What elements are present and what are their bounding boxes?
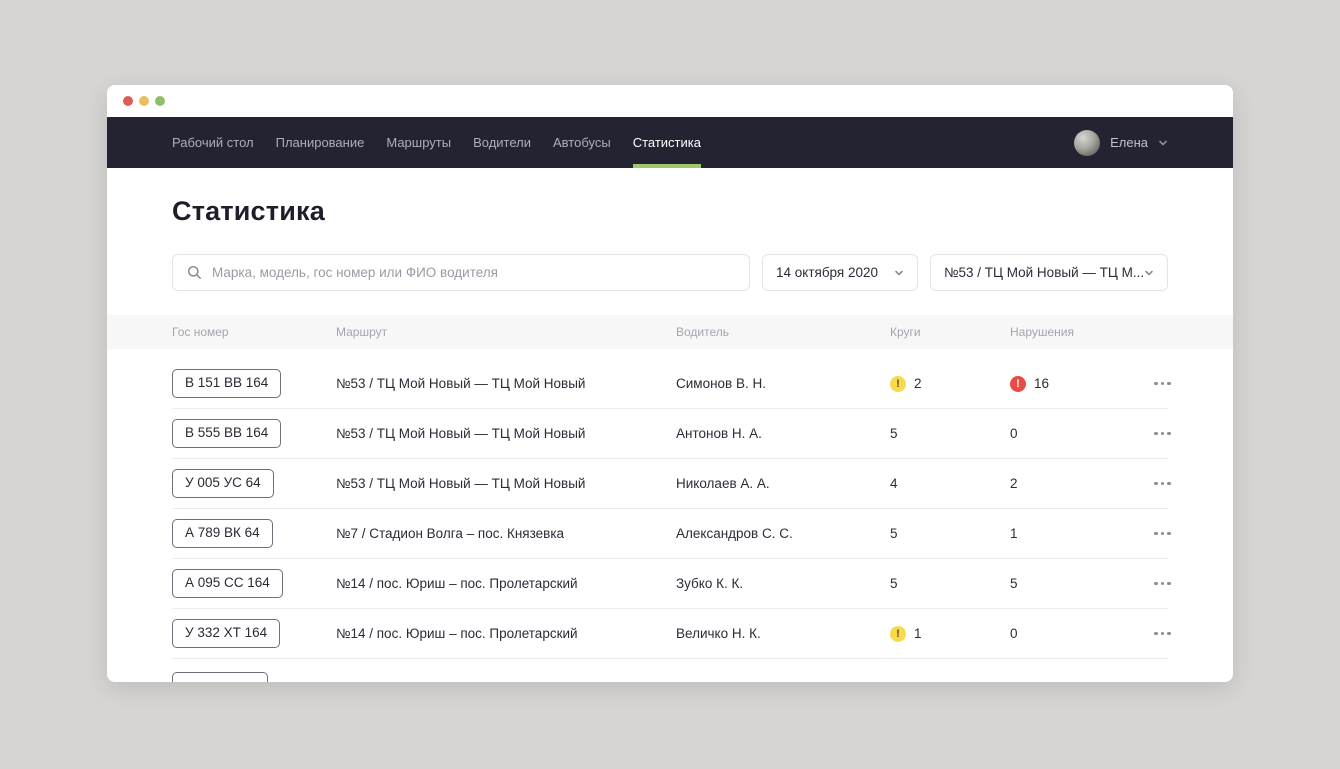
- main-content: Статистика 14 октября 2020 №53 / ТЦ Мой …: [107, 168, 1233, 682]
- violations-cell: ! 0: [1010, 626, 1152, 641]
- alert-icon: !: [1010, 375, 1026, 392]
- column-header-plate: Гос номер: [172, 325, 229, 339]
- table-row: У 005 УС 64 №53 / ТЦ Мой Новый — ТЦ Мой …: [172, 459, 1171, 509]
- table-body: В 151 ВВ 164 №53 / ТЦ Мой Новый — ТЦ Мой…: [172, 349, 1171, 659]
- nav-item-автобусы[interactable]: Автобусы: [553, 135, 611, 150]
- app-window: Рабочий стол Планирование Маршруты Водители…: [107, 85, 1233, 682]
- route-cell: №14 / пос. Юриш – пос. Пролетарский: [336, 626, 578, 641]
- column-header-laps: Круги: [890, 325, 921, 339]
- laps-cell: ! 5: [890, 576, 1010, 591]
- route-select[interactable]: №53 / ТЦ Мой Новый — ТЦ М...: [930, 254, 1168, 291]
- warning-icon: !: [890, 625, 906, 642]
- row-menu-button[interactable]: [1152, 426, 1173, 442]
- plate-badge: А 095 СС 164: [172, 569, 283, 598]
- column-header-driver: Водитель: [676, 325, 730, 339]
- violations-cell: ! 2: [1010, 476, 1152, 491]
- row-menu-button[interactable]: [1152, 626, 1173, 642]
- filters-bar: 14 октября 2020 №53 / ТЦ Мой Новый — ТЦ …: [172, 254, 1168, 291]
- violations-value: 2: [1010, 476, 1018, 491]
- route-cell: №14 / пос. Юриш – пос. Пролетарский: [336, 576, 578, 591]
- page-title: Статистика: [172, 196, 325, 226]
- laps-value: 5: [890, 576, 898, 591]
- violations-cell: ! 5: [1010, 576, 1152, 591]
- violations-cell: ! 1: [1010, 526, 1152, 541]
- violations-value: 0: [1010, 426, 1018, 441]
- laps-cell: ! 2: [890, 375, 1010, 392]
- date-select-value: 14 октября 2020: [776, 265, 879, 280]
- search-input[interactable]: [212, 265, 735, 280]
- table-row: А 789 ВК 64 №7 / Стадион Волга – пос. Кн…: [172, 509, 1171, 559]
- plate-badge: А 789 ВК 64: [172, 519, 273, 548]
- laps-value: 5: [890, 426, 898, 441]
- search-field[interactable]: [172, 254, 750, 291]
- violations-cell: ! 0: [1010, 426, 1152, 441]
- nav-item-планирование[interactable]: Планирование: [275, 135, 365, 150]
- row-menu-button[interactable]: [1152, 576, 1173, 592]
- nav-item-статистика[interactable]: Статистика: [632, 117, 702, 168]
- driver-cell: Симонов В. Н.: [676, 376, 766, 391]
- nav-item-маршруты[interactable]: Маршруты: [386, 135, 452, 150]
- plate-badge: [172, 672, 268, 682]
- laps-cell: ! 5: [890, 426, 1010, 441]
- violations-value: 5: [1010, 576, 1018, 591]
- laps-value: 1: [914, 626, 922, 641]
- user-name: Елена: [1110, 135, 1148, 150]
- laps-cell: ! 1: [890, 625, 1010, 642]
- traffic-light-zoom-button[interactable]: [155, 96, 165, 106]
- nav-menu: Рабочий стол Планирование Маршруты Водители…: [172, 117, 702, 168]
- route-select-value: №53 / ТЦ Мой Новый — ТЦ М...: [944, 265, 1145, 280]
- route-cell: №53 / ТЦ Мой Новый — ТЦ Мой Новый: [336, 476, 586, 491]
- plate-badge: У 332 ХТ 164: [172, 619, 281, 648]
- traffic-light-minimize-button[interactable]: [139, 96, 149, 106]
- violations-cell: ! 16: [1010, 375, 1152, 392]
- violations-value: 16: [1034, 376, 1050, 391]
- route-cell: №7 / Стадион Волга – пос. Князевка: [336, 526, 565, 541]
- chevron-down-icon: [895, 270, 903, 275]
- violations-value: 0: [1010, 626, 1018, 641]
- plate-badge: У 005 УС 64: [172, 469, 274, 498]
- plate-badge: В 555 ВВ 164: [172, 419, 282, 448]
- table-row: В 151 ВВ 164 №53 / ТЦ Мой Новый — ТЦ Мой…: [172, 359, 1171, 409]
- violations-value: 1: [1010, 526, 1018, 541]
- warning-icon: !: [890, 375, 906, 392]
- nav-item-рабочий-стол[interactable]: Рабочий стол: [172, 135, 254, 150]
- row-menu-button[interactable]: [1152, 376, 1173, 392]
- column-header-violations: Нарушения: [1010, 325, 1075, 339]
- driver-cell: Зубко К. К.: [676, 576, 744, 591]
- laps-value: 5: [890, 526, 898, 541]
- laps-value: 2: [914, 376, 922, 391]
- top-navbar: Рабочий стол Планирование Маршруты Водители…: [107, 117, 1233, 168]
- window-titlebar: [107, 85, 1233, 117]
- table-header: Гос номер Маршрут Водитель Круги Нарушен…: [107, 315, 1233, 349]
- nav-item-водители[interactable]: Водители: [473, 135, 532, 150]
- table-row: В 555 ВВ 164 №53 / ТЦ Мой Новый — ТЦ Мой…: [172, 409, 1171, 459]
- table-row: А 095 СС 164 №14 / пос. Юриш – пос. Прол…: [172, 559, 1171, 609]
- route-cell: №53 / ТЦ Мой Новый — ТЦ Мой Новый: [336, 426, 586, 441]
- driver-cell: Антонов Н. А.: [676, 426, 762, 441]
- traffic-light-close-button[interactable]: [123, 96, 133, 106]
- laps-cell: ! 4: [890, 476, 1010, 491]
- date-select[interactable]: 14 октября 2020: [762, 254, 918, 291]
- laps-cell: ! 5: [890, 526, 1010, 541]
- chevron-down-icon: [1159, 140, 1167, 145]
- row-menu-button[interactable]: [1152, 476, 1173, 492]
- chevron-down-icon: [1145, 270, 1153, 275]
- table-row: У 332 ХТ 164 №14 / пос. Юриш – пос. Прол…: [172, 609, 1171, 659]
- driver-cell: Николаев А. А.: [676, 476, 770, 491]
- user-menu[interactable]: Елена: [1074, 117, 1168, 168]
- plate-badge: В 151 ВВ 164: [172, 369, 282, 398]
- table-row-partial: [172, 659, 1168, 682]
- column-header-route: Маршрут: [336, 325, 388, 339]
- row-menu-button[interactable]: [1152, 526, 1173, 542]
- search-icon: [187, 265, 201, 279]
- laps-value: 4: [890, 476, 898, 491]
- route-cell: №53 / ТЦ Мой Новый — ТЦ Мой Новый: [336, 376, 586, 391]
- avatar: [1074, 129, 1101, 156]
- driver-cell: Александров С. С.: [676, 526, 793, 541]
- driver-cell: Величко Н. К.: [676, 626, 761, 641]
